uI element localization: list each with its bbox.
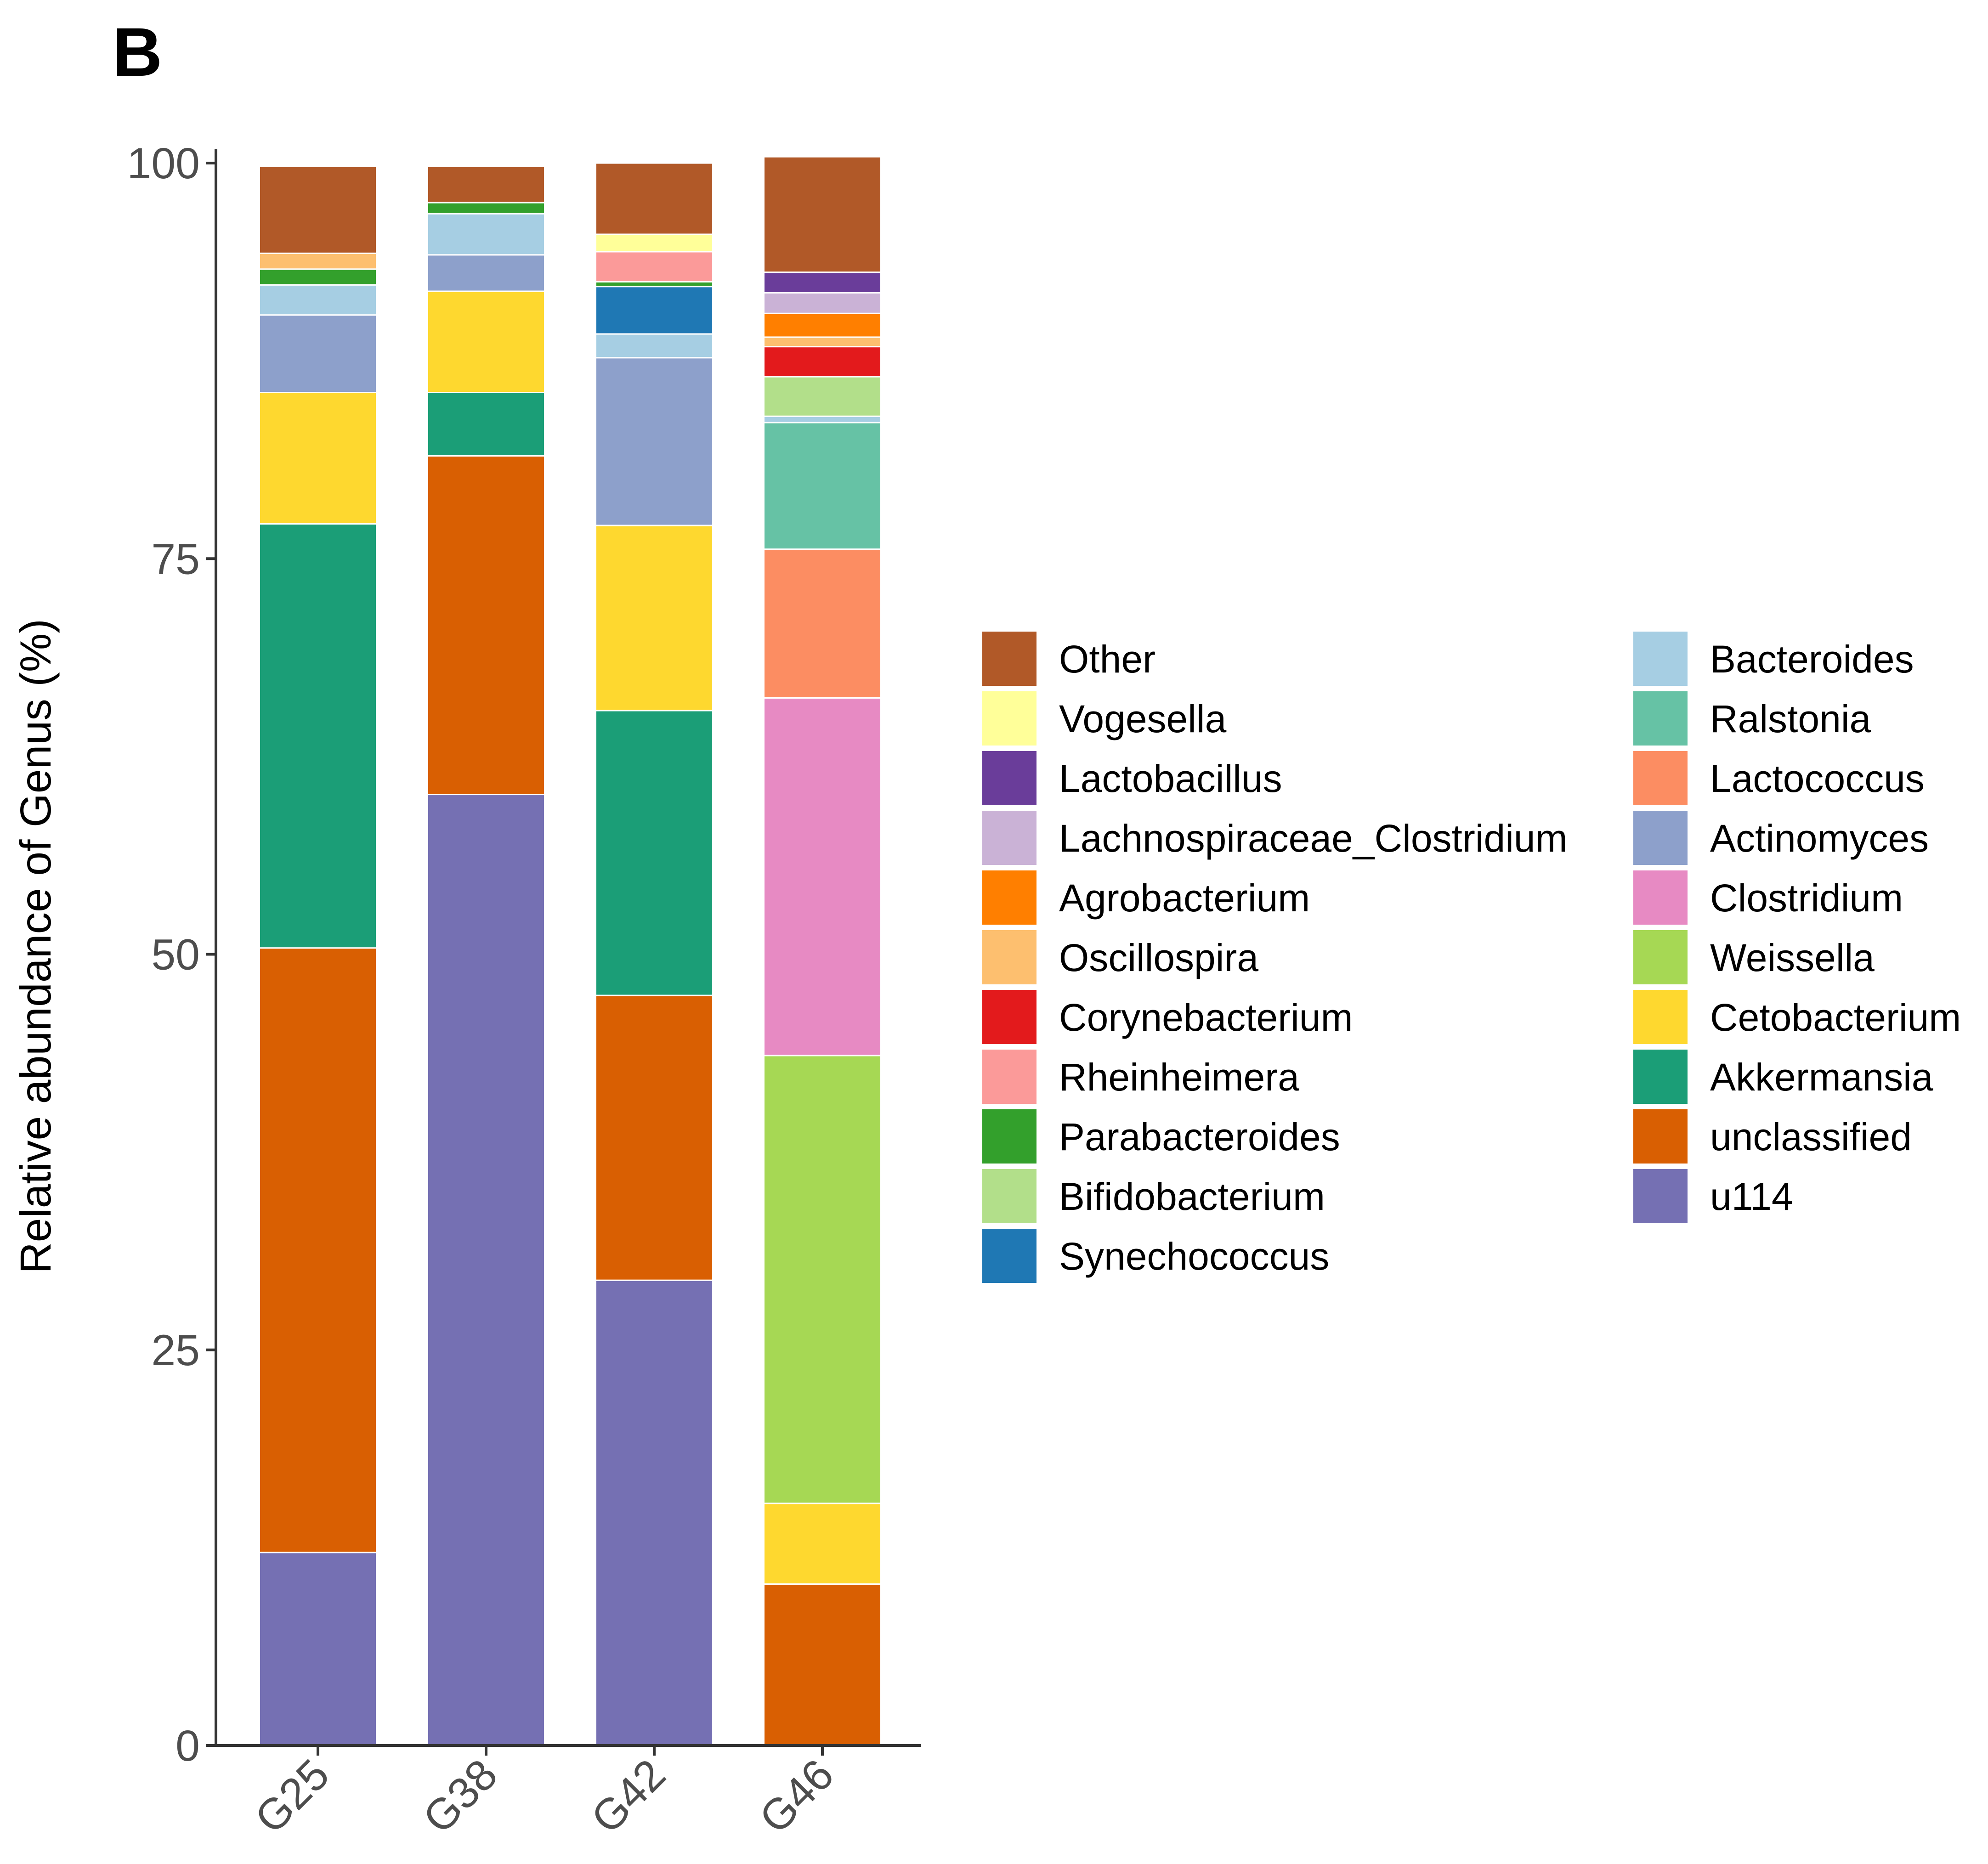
legend-swatch-lachnospiraceae_clostridium <box>982 811 1036 865</box>
bar-segment-G46-lactobacillus <box>763 271 882 294</box>
x-tick-label: G46 <box>750 1750 843 1843</box>
y-tick-label: 0 <box>176 1722 200 1770</box>
legend-swatch-parabacteroides <box>982 1109 1036 1164</box>
x-tick-label: G42 <box>582 1750 675 1843</box>
bar-segment-G42-synechococcus <box>595 286 714 335</box>
bar-segment-G46-bifidobacterium <box>763 376 882 417</box>
bar-segment-G38-akkermansia <box>427 392 545 457</box>
bar-segment-G25-cetobacterium <box>259 392 377 525</box>
bar-segment-G46-oscillospira <box>763 336 882 348</box>
bar-segment-G42-rheinheimera <box>595 251 714 282</box>
bar-segment-G38-unclassified <box>427 455 545 796</box>
legend-label-lachnospiraceae_clostridium: Lachnospiraceae_Clostridium <box>1059 817 1568 860</box>
bar-segment-G25-bacteroides <box>259 284 377 316</box>
bar-segment-G42-bacteroides <box>595 333 714 359</box>
bar-segment-G25-u114 <box>259 1552 377 1746</box>
legend: Other Vogesella Lactobacillus Lachnospirace… <box>982 632 1961 1283</box>
y-tick-label: 50 <box>151 931 200 979</box>
legend-swatch-actinomyces <box>1633 811 1688 865</box>
bar-segment-G46-lactococcus <box>763 548 882 699</box>
legend-swatch-rheinheimera <box>982 1050 1036 1104</box>
bar-segment-G38-actinomyces <box>427 254 545 292</box>
y-tick-label: 75 <box>151 535 200 583</box>
legend-label-bacteroides: Bacteroides <box>1710 638 1914 681</box>
legend-label-cetobacterium: Cetobacterium <box>1710 996 1961 1039</box>
bar-segment-G42-vogesella <box>595 233 714 253</box>
bar-segment-G46-corynebacterium <box>763 346 882 378</box>
bar-segment-G42-unclassified <box>595 994 714 1281</box>
legend-swatch-other <box>982 632 1036 686</box>
bar-segment-G42-parabacteroides <box>595 281 714 288</box>
bar-segment-G25-oscillospira <box>259 252 377 270</box>
legend-swatch-akkermansia <box>1633 1050 1688 1104</box>
bar-segment-G46-agrobacterium <box>763 312 882 338</box>
legend-swatch-bifidobacterium <box>982 1169 1036 1223</box>
legend-swatch-agrobacterium <box>982 870 1036 925</box>
bar-segment-G46-unclassified <box>763 1583 882 1746</box>
legend-swatch-cetobacterium <box>1633 990 1688 1044</box>
bar-segment-G38-bacteroides <box>427 213 545 256</box>
legend-swatch-lactococcus <box>1633 751 1688 805</box>
legend-label-ralstonia: Ralstonia <box>1710 697 1871 740</box>
x-tick-label: G38 <box>414 1750 507 1843</box>
bar-segment-G46-cetobacterium <box>763 1502 882 1585</box>
bar-segment-G42-u114 <box>595 1279 714 1746</box>
legend-swatch-synechococcus <box>982 1229 1036 1283</box>
bar-segment-G46-ralstonia <box>763 422 882 550</box>
bar-segment-G46-weissella <box>763 1055 882 1504</box>
legend-label-other: Other <box>1059 638 1155 681</box>
legend-label-akkermansia: Akkermansia <box>1710 1056 1933 1099</box>
legend-label-agrobacterium: Agrobacterium <box>1059 876 1310 920</box>
legend-label-bifidobacterium: Bifidobacterium <box>1059 1175 1325 1218</box>
bar-segment-G46-lachnospiraceae_clostridium <box>763 292 882 314</box>
bar-segment-G42-other <box>595 162 714 235</box>
legend-swatch-oscillospira <box>982 930 1036 984</box>
legend-label-weissella: Weissella <box>1710 936 1875 979</box>
bar-segment-G25-unclassified <box>259 947 377 1553</box>
bar-segment-G42-actinomyces <box>595 357 714 526</box>
bar-segment-G42-cetobacterium <box>595 525 714 712</box>
legend-label-rheinheimera: Rheinheimera <box>1059 1056 1299 1099</box>
bar-segment-G25-parabacteroides <box>259 268 377 286</box>
legend-label-corynebacterium: Corynebacterium <box>1059 996 1353 1039</box>
legend-label-u114: u114 <box>1710 1175 1793 1218</box>
legend-label-parabacteroides: Parabacteroides <box>1059 1115 1340 1158</box>
legend-swatch-vogesella <box>982 691 1036 746</box>
panel-label: B <box>113 13 162 90</box>
legend-label-synechococcus: Synechococcus <box>1059 1235 1329 1278</box>
legend-label-unclassified: unclassified <box>1710 1115 1912 1158</box>
legend-label-oscillospira: Oscillospira <box>1059 936 1258 979</box>
bar-segment-G38-cetobacterium <box>427 290 545 394</box>
y-tick-label: 100 <box>127 139 200 188</box>
legend-label-clostridium: Clostridium <box>1710 876 1903 920</box>
legend-swatch-weissella <box>1633 930 1688 984</box>
legend-swatch-corynebacterium <box>982 990 1036 1044</box>
legend-swatch-bacteroides <box>1633 632 1688 686</box>
bar-segment-G46-other <box>763 156 882 273</box>
legend-swatch-lactobacillus <box>982 751 1036 805</box>
bar-segment-G38-other <box>427 165 545 203</box>
bar-segment-G25-other <box>259 165 377 254</box>
plot-area: 0 25 50 75 100 G25 G38 G42 G46 <box>127 139 921 1843</box>
y-axis-label: Relative abundance of Genus (%) <box>11 619 60 1274</box>
bar-segment-G38-u114 <box>427 794 545 1746</box>
bar-segment-G46-bacteroides <box>763 415 882 424</box>
legend-swatch-u114 <box>1633 1169 1688 1223</box>
legend-label-actinomyces: Actinomyces <box>1710 817 1929 860</box>
legend-swatch-ralstonia <box>1633 691 1688 746</box>
legend-label-lactococcus: Lactococcus <box>1710 757 1925 800</box>
legend-swatch-clostridium <box>1633 870 1688 925</box>
y-tick-label: 25 <box>151 1326 200 1375</box>
bar-segment-G25-akkermansia <box>259 523 377 949</box>
x-tick-label: G25 <box>246 1750 339 1843</box>
bar-segment-G38-parabacteroides <box>427 202 545 215</box>
bar-segment-G46-clostridium <box>763 697 882 1056</box>
bar-segment-G25-actinomyces <box>259 314 377 394</box>
bar-segment-G42-akkermansia <box>595 710 714 996</box>
legend-label-lactobacillus: Lactobacillus <box>1059 757 1282 800</box>
legend-swatch-unclassified <box>1633 1109 1688 1164</box>
legend-label-vogesella: Vogesella <box>1059 697 1227 740</box>
